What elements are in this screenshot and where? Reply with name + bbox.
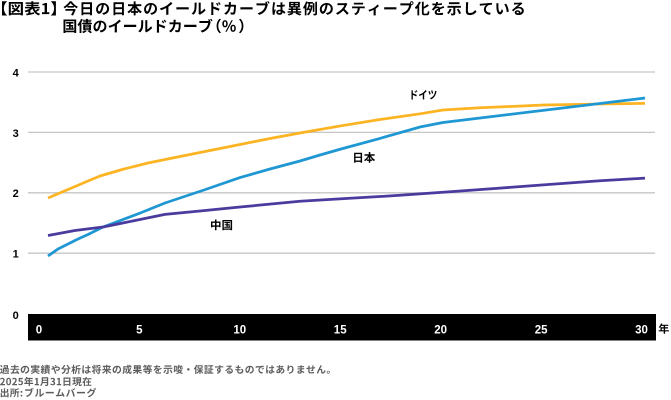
svg-text:0: 0 xyxy=(13,310,19,322)
svg-text:4: 4 xyxy=(13,67,20,79)
svg-text:20: 20 xyxy=(434,325,447,337)
svg-text:10: 10 xyxy=(233,325,246,337)
svg-text:1: 1 xyxy=(13,249,19,261)
svg-text:3: 3 xyxy=(13,128,19,140)
svg-text:0: 0 xyxy=(36,325,42,337)
svg-text:30: 30 xyxy=(635,325,648,337)
svg-text:25: 25 xyxy=(535,325,548,337)
svg-text:15: 15 xyxy=(334,325,347,337)
svg-text:5: 5 xyxy=(136,325,143,337)
svg-text:2: 2 xyxy=(13,188,19,200)
